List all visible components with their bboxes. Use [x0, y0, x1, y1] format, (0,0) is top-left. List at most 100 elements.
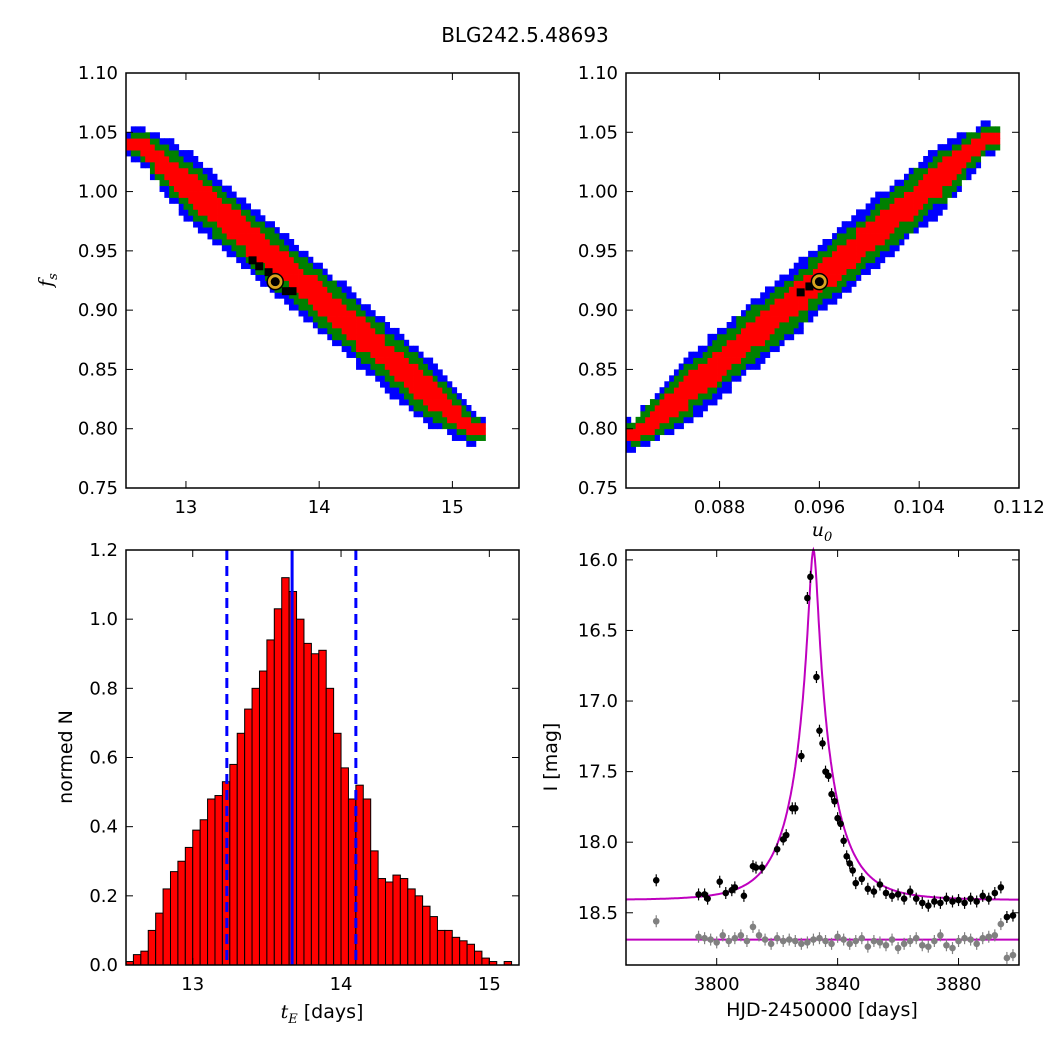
sigma3-cell — [380, 375, 386, 382]
sigma3-cell — [159, 138, 165, 145]
histogram-bar — [333, 732, 342, 966]
sigma3-cell — [836, 227, 843, 234]
sigma2-cell — [365, 357, 371, 364]
sigma2-cell — [264, 227, 271, 234]
sigma1-cell — [183, 191, 189, 198]
sigma1-cell — [803, 292, 809, 299]
sigma1-cell — [193, 179, 199, 187]
sigma2-cell — [456, 428, 462, 436]
sigma2-cell — [341, 333, 347, 341]
sigma2-cell — [308, 262, 314, 270]
sigma3-cell — [951, 191, 958, 198]
sigma1-cell — [341, 304, 347, 311]
histogram-bar — [192, 829, 201, 966]
sigma1-cell — [274, 250, 280, 258]
model-curve — [626, 546, 1019, 901]
sigma1-cell — [332, 304, 338, 311]
sigma1-cell — [126, 138, 132, 145]
sigma1-cell — [971, 138, 977, 145]
sigma2-cell — [784, 327, 790, 335]
sigma1-cell — [923, 197, 929, 204]
sigma1-cell — [956, 156, 962, 163]
sigma3-cell — [956, 132, 962, 139]
sigma1-cell — [169, 173, 175, 181]
sigma1-cell — [418, 375, 424, 382]
sigma2-cell — [437, 381, 443, 388]
sigma1-cell — [832, 280, 838, 287]
sigma2-cell — [332, 286, 338, 293]
sigma2-cell — [241, 250, 247, 258]
sigma1-cell — [317, 286, 323, 293]
sigma1-cell — [812, 286, 819, 293]
sigma1-cell — [726, 351, 732, 358]
sigma3-cell — [683, 357, 689, 364]
sigma1-cell — [688, 393, 694, 400]
sigma1-cell — [673, 399, 680, 406]
sigma1-cell — [303, 274, 309, 281]
sigma2-cell — [274, 233, 280, 240]
data-point — [937, 899, 944, 907]
histogram-bar — [296, 618, 305, 966]
sigma2-cell — [659, 428, 665, 436]
sigma1-cell — [937, 161, 943, 169]
sigma2-cell — [384, 369, 390, 376]
sigma1-cell — [755, 327, 761, 335]
sigma2-cell — [707, 387, 713, 394]
sigma1-cell — [317, 280, 323, 287]
sigma1-cell — [846, 256, 852, 264]
sigma1-cell — [793, 280, 799, 287]
sigma1-cell — [880, 221, 886, 228]
fs-tE-axes-frame — [125, 72, 520, 489]
residual-point — [846, 940, 854, 948]
sigma1-cell — [693, 393, 699, 400]
sigma2-cell — [827, 250, 833, 258]
sigma2-cell — [264, 233, 271, 240]
sigma1-cell — [250, 227, 256, 234]
sigma1-cell — [856, 256, 862, 264]
sigma1-cell — [731, 357, 737, 364]
sigma1-cell — [659, 405, 665, 412]
sigma3-cell — [346, 351, 352, 358]
sigma2-cell — [351, 304, 357, 311]
sigma2-cell — [202, 221, 208, 228]
sigma1-cell — [731, 339, 737, 347]
sigma1-cell — [846, 262, 852, 270]
sigma3-cell — [745, 363, 752, 370]
sigma2-cell — [154, 173, 160, 181]
sigma1-cell — [408, 375, 414, 382]
sigma2-cell — [673, 416, 680, 424]
sigma1-cell — [221, 209, 228, 216]
sigma1-cell — [197, 197, 204, 204]
sigma3-cell — [721, 327, 728, 335]
y-tick-label: 16.0 — [578, 550, 618, 571]
sigma1-cell — [951, 161, 958, 169]
sigma2-cell — [750, 316, 756, 323]
sigma1-cell — [255, 250, 261, 258]
residual-point — [912, 934, 920, 942]
sigma2-cell — [284, 244, 290, 252]
y-tick-label: 1.10 — [578, 63, 618, 84]
sigma1-cell — [260, 250, 266, 258]
lightcurve-x-ticks: 3800 3840 3880 — [694, 550, 981, 995]
sigma2-cell — [990, 126, 996, 133]
sigma1-cell — [298, 286, 304, 293]
sigma3-cell — [399, 333, 405, 341]
sigma3-cell — [793, 268, 799, 275]
sigma2-cell — [159, 179, 165, 187]
sigma2-cell — [779, 327, 785, 335]
sigma1-cell — [408, 369, 414, 376]
sigma2-cell — [880, 244, 886, 252]
sigma1-cell — [860, 250, 867, 258]
sigma3-cell — [755, 357, 761, 364]
histogram-bar — [310, 653, 320, 966]
u0-axis-label: u0 — [812, 519, 833, 545]
sigma3-cell — [164, 185, 170, 192]
sigma1-cell — [241, 227, 247, 234]
sigma2-cell — [894, 185, 900, 192]
sigma3-cell — [159, 185, 165, 192]
sigma3-cell — [384, 322, 390, 329]
sigma3-cell — [659, 387, 665, 394]
sigma1-cell — [360, 322, 367, 329]
sigma2-cell — [360, 357, 367, 364]
sigma3-cell — [221, 244, 228, 252]
